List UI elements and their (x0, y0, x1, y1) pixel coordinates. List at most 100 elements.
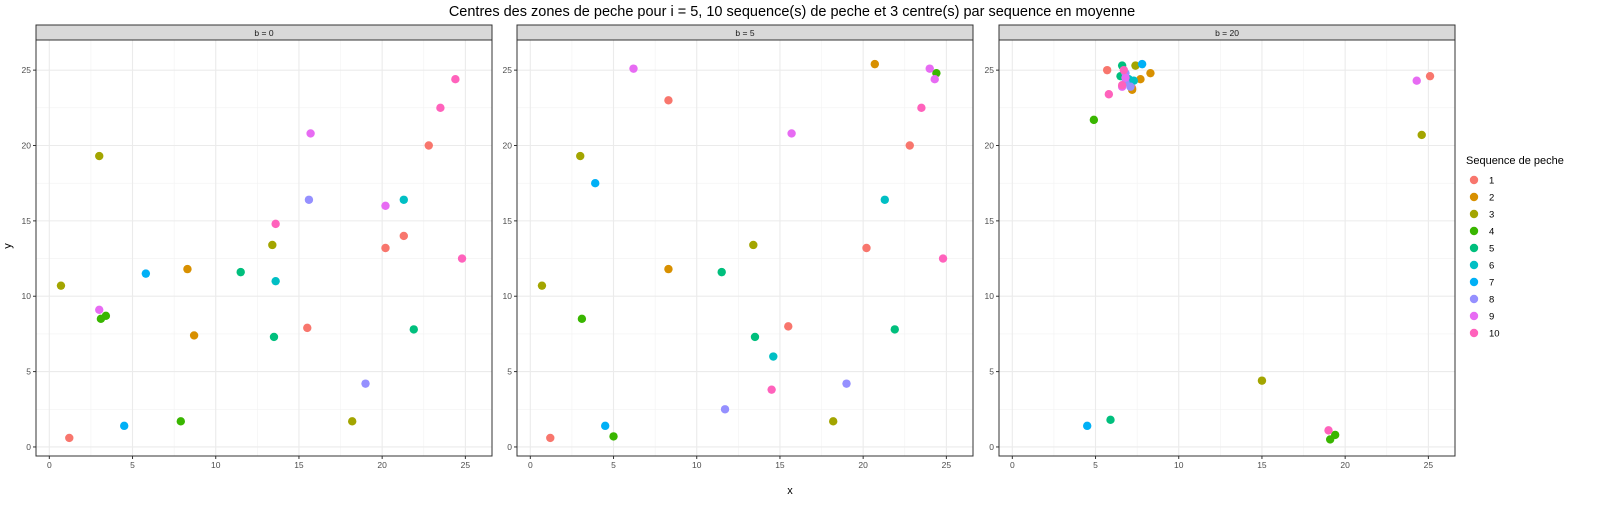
panel-background (517, 40, 973, 456)
data-point-seq-6 (880, 195, 889, 204)
legend-label-4: 4 (1489, 227, 1494, 238)
legend-label-9: 9 (1489, 312, 1494, 323)
data-point-seq-9 (381, 201, 390, 210)
legend-label-8: 8 (1489, 295, 1494, 306)
legend-key-2 (1469, 192, 1479, 202)
data-point-seq-3 (56, 281, 66, 290)
data-point-seq-2 (183, 264, 192, 274)
data-point-seq-10 (451, 74, 460, 84)
y-axis-label: y (2, 243, 14, 249)
data-point-seq-3 (1257, 376, 1267, 385)
data-point-seq-1 (546, 433, 555, 443)
data-point-seq-2 (1136, 74, 1145, 84)
y-tick-label: 15 (22, 216, 32, 226)
data-point-seq-10 (271, 219, 280, 229)
data-point-seq-7 (601, 421, 610, 431)
legend-key-10 (1469, 328, 1479, 338)
y-tick-label: 10 (22, 291, 32, 301)
data-point-seq-5 (890, 325, 899, 334)
data-point-seq-10 (457, 254, 467, 263)
data-point-seq-3 (537, 281, 547, 290)
y-tick-label: 0 (26, 442, 31, 452)
x-tick-label: 5 (1093, 460, 1098, 470)
x-tick-label: 15 (294, 460, 304, 470)
x-tick-label: 25 (1424, 460, 1434, 470)
data-point-seq-1 (862, 243, 871, 253)
chart-title: Centres des zones de peche pour i = 5, 1… (449, 4, 1135, 20)
y-tick-label: 25 (985, 65, 995, 75)
legend-key-4 (1469, 226, 1479, 236)
data-point-seq-6 (399, 195, 408, 204)
data-point-seq-7 (591, 178, 600, 188)
x-tick-label: 0 (1010, 460, 1015, 470)
data-point-seq-4 (1330, 430, 1340, 440)
y-tick-label: 10 (985, 291, 995, 301)
y-tick-label: 5 (26, 367, 31, 377)
data-point-seq-3 (576, 151, 585, 161)
data-point-seq-1 (424, 141, 433, 150)
data-point-seq-8 (720, 405, 730, 414)
legend-label-5: 5 (1489, 244, 1494, 255)
data-point-seq-3 (1417, 130, 1426, 140)
data-point-seq-10 (1324, 426, 1333, 435)
legend-label-3: 3 (1489, 210, 1494, 221)
data-point-seq-3 (749, 240, 758, 250)
data-point-seq-10 (917, 103, 926, 113)
strip-background (516, 24, 974, 41)
panel-2: b = 5 0 5 10 15 20 25 0 5 10 15 20 25 (503, 24, 974, 470)
y-tick-label: 5 (507, 367, 512, 377)
x-axis-label: x (787, 485, 793, 497)
x-tick-label: 5 (611, 460, 616, 470)
y-tick-label: 20 (985, 141, 995, 151)
data-point-seq-4 (577, 314, 587, 324)
y-tick-label: 15 (985, 216, 995, 226)
data-point-seq-3 (95, 151, 104, 161)
data-point-seq-5 (717, 267, 726, 277)
x-tick-label: 25 (942, 460, 952, 470)
data-point-seq-7 (141, 269, 151, 278)
y-tick-label: 0 (507, 442, 512, 452)
legend-label-6: 6 (1489, 261, 1494, 272)
data-point-seq-4 (101, 311, 111, 321)
panel-3: b = 20 0 5 10 15 20 25 0 5 10 15 20 25 (985, 24, 1456, 470)
x-tick-label: 20 (377, 460, 387, 470)
data-point-seq-5 (750, 332, 760, 342)
data-point-seq-7 (1137, 59, 1147, 69)
data-point-seq-1 (784, 322, 793, 331)
x-tick-label: 0 (47, 460, 52, 470)
data-point-seq-5 (1106, 415, 1115, 425)
data-point-seq-6 (271, 276, 280, 286)
data-point-seq-1 (1425, 71, 1435, 81)
y-tick-label: 25 (22, 65, 32, 75)
data-point-seq-2 (664, 264, 673, 274)
data-point-seq-3 (1131, 61, 1140, 70)
data-point-seq-4 (1089, 115, 1099, 125)
data-point-seq-4 (176, 417, 185, 426)
panel-background (36, 40, 492, 456)
data-point-seq-10 (1104, 90, 1114, 99)
data-point-seq-9 (95, 305, 104, 314)
x-tick-label: 0 (528, 460, 533, 470)
legend-key-7 (1469, 277, 1479, 287)
legend-key-8 (1469, 294, 1479, 304)
data-point-seq-2 (870, 59, 880, 69)
data-point-seq-1 (303, 323, 312, 333)
data-point-seq-9 (306, 129, 315, 138)
data-point-seq-7 (1083, 421, 1092, 431)
strip-background (35, 24, 493, 41)
strip-label: b = 0 (254, 28, 273, 38)
data-point-seq-9 (1121, 73, 1130, 82)
legend-label-7: 7 (1489, 278, 1494, 289)
y-tick-label: 20 (503, 141, 513, 151)
legend-label-10: 10 (1489, 329, 1500, 340)
x-tick-label: 15 (775, 460, 785, 470)
data-point-seq-9 (787, 129, 796, 138)
data-point-seq-2 (1146, 68, 1155, 78)
panel-1: b = 0 0 5 10 15 20 25 0 5 10 15 20 25 (22, 24, 493, 470)
y-tick-label: 5 (989, 367, 994, 377)
x-tick-label: 15 (1257, 460, 1267, 470)
x-tick-label: 5 (130, 460, 135, 470)
data-point-seq-8 (304, 195, 314, 204)
